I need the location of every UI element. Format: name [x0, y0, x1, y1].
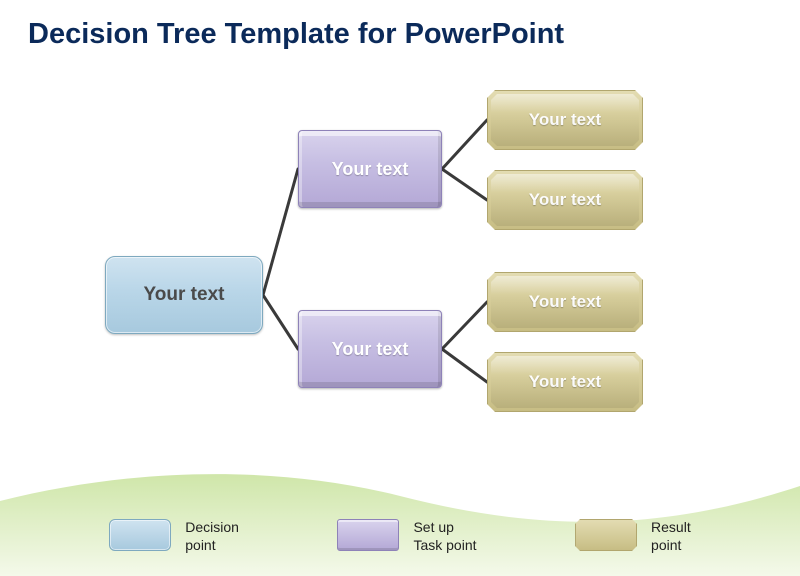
result-node: Your text [487, 352, 643, 412]
legend-swatch-result [575, 519, 637, 551]
page-title: Decision Tree Template for PowerPoint [28, 18, 564, 51]
node-label: Your text [332, 339, 409, 360]
legend-swatch-setup [337, 519, 399, 551]
background-wave [0, 456, 800, 576]
node-label: Your text [529, 110, 601, 130]
result-node: Your text [487, 272, 643, 332]
legend-item-result: Result point [575, 519, 691, 554]
setup-node: Your text [298, 130, 442, 208]
decision-node: Your text [105, 256, 263, 334]
legend: Decision point Set up Task point Result … [0, 519, 800, 554]
legend-label: Set up Task point [413, 519, 476, 554]
legend-item-setup: Set up Task point [337, 519, 476, 554]
setup-node: Your text [298, 310, 442, 388]
legend-label: Decision point [185, 519, 239, 554]
node-label: Your text [144, 284, 225, 306]
legend-item-decision: Decision point [109, 519, 239, 554]
node-label: Your text [529, 372, 601, 392]
node-label: Your text [529, 190, 601, 210]
result-node: Your text [487, 90, 643, 150]
legend-swatch-decision [109, 519, 171, 551]
node-label: Your text [332, 159, 409, 180]
node-label: Your text [529, 292, 601, 312]
result-node: Your text [487, 170, 643, 230]
legend-label: Result point [651, 519, 691, 554]
